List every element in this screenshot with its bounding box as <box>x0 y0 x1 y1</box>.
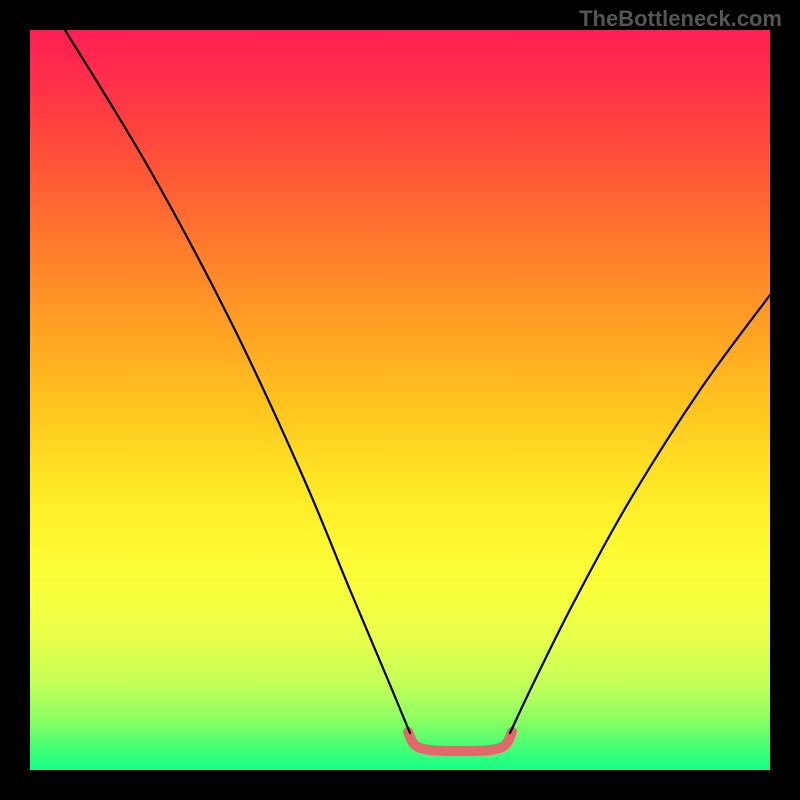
watermark-text: TheBottleneck.com <box>579 6 782 32</box>
plot-area <box>30 30 770 770</box>
chart-container: TheBottleneck.com <box>0 0 800 800</box>
